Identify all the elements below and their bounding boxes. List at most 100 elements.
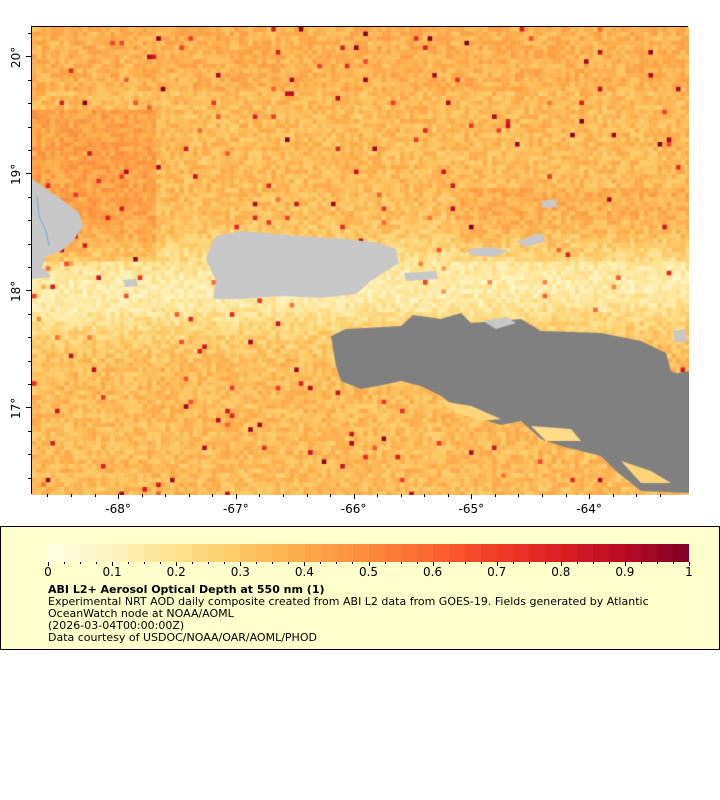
- x-minor-tick: [330, 494, 332, 497]
- colorbar-swatch: [176, 544, 193, 562]
- map-plot[interactable]: [31, 26, 689, 495]
- colorbar-tick: [448, 562, 450, 564]
- y-minor-tick: [28, 56, 31, 58]
- colorbar-tick: [256, 562, 258, 564]
- y-minor-tick: [28, 267, 31, 269]
- colorbar-tick: [672, 562, 674, 564]
- legend-description-cont: OceanWatch node at NOAA/AOML: [48, 607, 234, 620]
- colorbar-tick: [512, 562, 514, 564]
- x-minor-tick: [400, 494, 402, 497]
- colorbar-swatch: [512, 544, 529, 562]
- colorbar-tick: [464, 562, 466, 564]
- colorbar-tick: [560, 562, 562, 566]
- colorbar-tick-label: 0.2: [166, 565, 186, 579]
- colorbar-swatch: [352, 544, 369, 562]
- colorbar-tick: [96, 562, 98, 564]
- x-tick-label: -66°: [340, 502, 367, 516]
- colorbar-swatch: [336, 544, 353, 562]
- colorbar-swatch: [544, 544, 561, 562]
- colorbar-swatch: [256, 544, 273, 562]
- colorbar-swatch: [384, 544, 401, 562]
- y-minor-tick: [28, 196, 31, 198]
- colorbar-swatch: [528, 544, 545, 562]
- y-minor-tick: [28, 430, 31, 432]
- x-minor-tick: [306, 494, 308, 497]
- colorbar-tick: [224, 562, 226, 564]
- colorbar-tick-label: 0.9: [615, 565, 635, 579]
- colorbar-tick: [432, 562, 434, 566]
- colorbar-swatch: [368, 544, 385, 562]
- colorbar-swatch: [400, 544, 417, 562]
- colorbar-tick: [640, 562, 642, 564]
- x-minor-tick: [47, 494, 49, 497]
- x-minor-tick: [447, 494, 449, 497]
- colorbar-tick: [112, 562, 114, 566]
- colorbar-swatch: [480, 544, 497, 562]
- colorbar-tick-label: 0.1: [102, 565, 122, 579]
- colorbar-tick: [192, 562, 194, 564]
- colorbar-tick: [48, 562, 49, 566]
- colorbar-swatch: [304, 544, 321, 562]
- y-minor-tick: [28, 337, 31, 339]
- colorbar-swatch: [416, 544, 433, 562]
- y-minor-tick: [28, 79, 31, 81]
- colorbar-tick: [288, 562, 290, 564]
- x-minor-tick: [259, 494, 261, 497]
- x-minor-tick: [282, 494, 284, 497]
- y-minor-tick: [28, 477, 31, 479]
- colorbar-tick: [416, 562, 418, 564]
- x-minor-tick: [518, 494, 520, 497]
- colorbar-tick: [320, 562, 322, 564]
- colorbar-tick-label: 0.7: [487, 565, 507, 579]
- colorbar-swatch: [561, 544, 578, 562]
- y-minor-tick: [28, 290, 31, 292]
- colorbar-swatch: [432, 544, 449, 562]
- legend-title: ABI L2+ Aerosol Optical Depth at 550 nm …: [48, 583, 325, 596]
- colorbar-tick: [144, 562, 146, 564]
- colorbar-tick: [496, 562, 498, 566]
- y-minor-tick: [28, 360, 31, 362]
- colorbar-swatch: [625, 544, 642, 562]
- colorbar-swatch: [64, 544, 81, 562]
- y-tick-label: 20°: [9, 47, 23, 69]
- colorbar-swatch: [240, 544, 257, 562]
- y-minor-tick: [28, 384, 31, 386]
- x-minor-tick: [165, 494, 167, 497]
- x-minor-tick: [471, 494, 473, 497]
- x-minor-tick: [235, 494, 237, 497]
- y-minor-tick: [28, 150, 31, 152]
- colorbar-tick: [480, 562, 482, 564]
- legend-description: Experimental NRT AOD daily composite cre…: [48, 595, 649, 608]
- y-tick-label: 17°: [9, 398, 23, 420]
- y-minor-tick: [28, 313, 31, 315]
- x-minor-tick: [589, 494, 591, 497]
- colorbar-tick-label: 1: [685, 565, 693, 579]
- colorbar-tick: [352, 562, 354, 564]
- colorbar-swatch: [448, 544, 465, 562]
- colorbar-tick-label: 0.4: [294, 565, 314, 579]
- x-minor-tick: [659, 494, 661, 497]
- aod-map-canvas[interactable]: [32, 27, 689, 495]
- colorbar-tick: [689, 562, 690, 566]
- y-minor-tick: [28, 173, 31, 175]
- colorbar-tick: [336, 562, 338, 564]
- legend-panel: 0 0.1 0.2 0.3 0.4 0.5 0.6 0.7 0.8 0.9 1 ABI L2+ Ae…: [0, 526, 720, 650]
- colorbar-tick-label: 0.5: [358, 565, 379, 579]
- colorbar-tick: [400, 562, 402, 564]
- colorbar-swatch: [320, 544, 337, 562]
- colorbar-swatch: [272, 544, 289, 562]
- colorbar-swatch: [128, 544, 145, 562]
- x-tick-label: -67°: [223, 502, 249, 516]
- y-tick-label: 19°: [9, 164, 23, 186]
- legend-credit: Data courtesy of USDOC/NOAA/OAR/AOML/PHO…: [48, 631, 317, 644]
- colorbar-swatch: [224, 544, 241, 562]
- x-minor-tick: [494, 494, 496, 497]
- colorbar-tick: [160, 562, 162, 564]
- x-minor-tick: [424, 494, 426, 497]
- colorbar-tick: [368, 562, 370, 566]
- x-tick-label: -65°: [458, 502, 485, 516]
- y-tick-label: 18°: [9, 281, 23, 303]
- y-minor-tick: [28, 243, 31, 245]
- colorbar-tick-label: 0.6: [423, 565, 443, 579]
- colorbar-tick: [528, 562, 530, 564]
